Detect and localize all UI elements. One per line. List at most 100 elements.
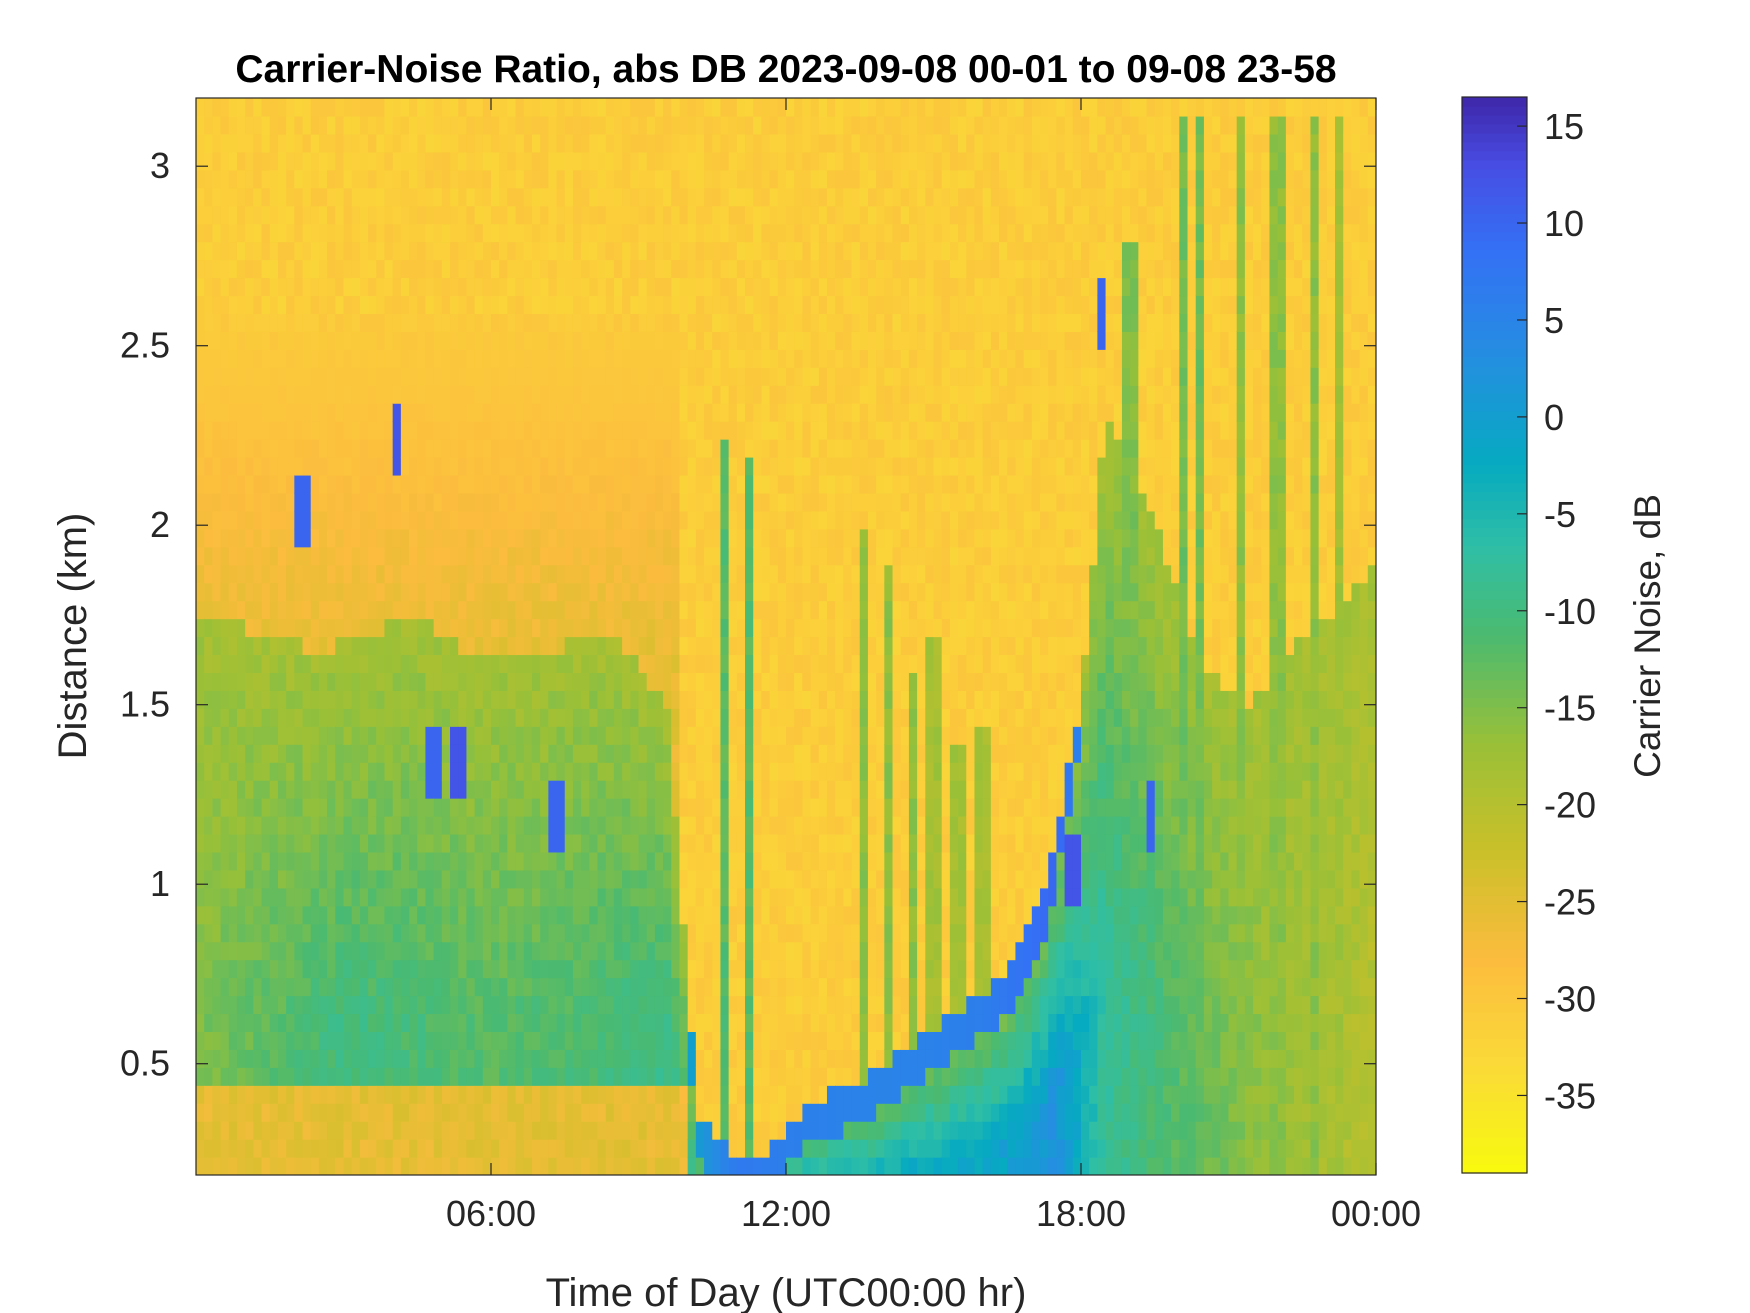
- heatmap-cell: [384, 277, 394, 297]
- heatmap-cell: [794, 259, 803, 279]
- heatmap-cell: [433, 1013, 443, 1032]
- heatmap-cell: [654, 1121, 664, 1140]
- heatmap-cell: [638, 510, 648, 530]
- heatmap-cell: [712, 744, 722, 763]
- heatmap-cell: [843, 223, 853, 243]
- heatmap-cell: [425, 421, 435, 440]
- heatmap-cell: [253, 115, 263, 135]
- heatmap-cell: [417, 277, 427, 297]
- heatmap-cell: [245, 474, 254, 494]
- heatmap-cell: [261, 528, 271, 548]
- heatmap-cell: [212, 833, 222, 853]
- heatmap-cell: [499, 1067, 508, 1086]
- heatmap-cell: [581, 618, 590, 638]
- heatmap-cell: [474, 349, 484, 368]
- heatmap-cell: [671, 546, 681, 566]
- heatmap-cell: [228, 439, 238, 458]
- heatmap-cell: [269, 780, 279, 799]
- heatmap-cell: [597, 887, 607, 907]
- heatmap-cell: [704, 923, 713, 943]
- heatmap-cell: [786, 115, 795, 135]
- heatmap-cell: [458, 744, 468, 763]
- heatmap-cell: [826, 205, 836, 225]
- heatmap-cell: [671, 133, 681, 153]
- heatmap-cell: [425, 905, 435, 925]
- heatmap-cell: [450, 905, 459, 925]
- heatmap-cell: [851, 1049, 861, 1068]
- heatmap-cell: [753, 762, 763, 781]
- heatmap-cell: [835, 905, 844, 925]
- heatmap-cell: [728, 726, 738, 745]
- heatmap-cell: [630, 869, 640, 889]
- heatmap-cell: [318, 277, 328, 297]
- heatmap-cell: [343, 151, 353, 171]
- heatmap-cell: [359, 169, 369, 189]
- heatmap-cell: [753, 313, 763, 332]
- heatmap-cell: [876, 1157, 885, 1175]
- heatmap-cell: [867, 582, 877, 602]
- heatmap-cell: [851, 618, 861, 638]
- heatmap-cell: [835, 618, 844, 638]
- heatmap-cell: [261, 887, 271, 907]
- heatmap-cell: [327, 439, 336, 458]
- heatmap-cell: [605, 133, 615, 153]
- heatmap-cell: [351, 259, 361, 279]
- heatmap-cell: [786, 528, 795, 548]
- heatmap-cell: [851, 510, 861, 530]
- heatmap-cell: [761, 995, 771, 1015]
- heatmap-cell: [409, 205, 418, 225]
- heatmap-cell: [867, 1031, 877, 1050]
- heatmap-cell: [269, 600, 279, 620]
- heatmap-cell: [556, 923, 566, 943]
- heatmap-cell: [491, 385, 500, 404]
- heatmap-cell: [302, 169, 312, 189]
- heatmap-cell: [269, 923, 279, 943]
- heatmap-cell: [548, 1139, 558, 1158]
- heatmap-cell: [376, 223, 386, 243]
- heatmap-cell: [351, 115, 361, 135]
- heatmap-cell: [687, 600, 697, 620]
- heatmap-cell: [204, 403, 213, 422]
- heatmap-cell: [228, 1031, 238, 1050]
- heatmap-cell: [572, 133, 582, 153]
- heatmap-cell: [474, 331, 484, 350]
- heatmap-cell: [417, 672, 427, 691]
- heatmap-cell: [753, 816, 763, 835]
- heatmap-cell: [843, 1157, 853, 1175]
- heatmap-cell: [654, 187, 664, 207]
- heatmap-cell: [572, 833, 582, 853]
- heatmap-cell: [433, 1139, 443, 1158]
- heatmap-cell: [458, 941, 468, 961]
- heatmap-cell: [220, 115, 230, 135]
- heatmap-cell: [245, 1013, 254, 1032]
- heatmap-cell: [712, 492, 722, 512]
- heatmap-cell: [310, 313, 320, 332]
- heatmap-cell: [253, 1013, 263, 1032]
- heatmap-cell: [302, 690, 312, 709]
- heatmap-cell: [228, 1139, 238, 1158]
- heatmap-cell: [376, 367, 386, 386]
- heatmap-cell: [540, 654, 549, 673]
- heatmap-cell: [368, 403, 377, 422]
- heatmap-cell: [851, 277, 861, 297]
- heatmap-cell: [736, 654, 746, 673]
- heatmap-cell: [638, 1085, 648, 1104]
- heatmap-cell: [228, 187, 238, 207]
- heatmap-cell: [196, 977, 205, 997]
- heatmap-cell: [433, 241, 443, 261]
- heatmap-cell: [441, 600, 451, 620]
- heatmap-cell: [376, 439, 386, 458]
- heatmap-cell: [720, 492, 730, 512]
- heatmap-cell: [794, 1049, 803, 1068]
- heatmap-cell: [630, 295, 640, 314]
- heatmap-cell: [368, 1085, 377, 1104]
- heatmap-cell: [417, 1139, 427, 1158]
- heatmap-cell: [646, 98, 656, 117]
- heatmap-cell: [392, 492, 402, 512]
- heatmap-cell: [859, 726, 869, 745]
- heatmap-cell: [507, 654, 517, 673]
- heatmap-cell: [663, 654, 672, 673]
- heatmap-cell: [622, 367, 631, 386]
- heatmap-cell: [499, 851, 508, 871]
- heatmap-cell: [581, 1139, 590, 1158]
